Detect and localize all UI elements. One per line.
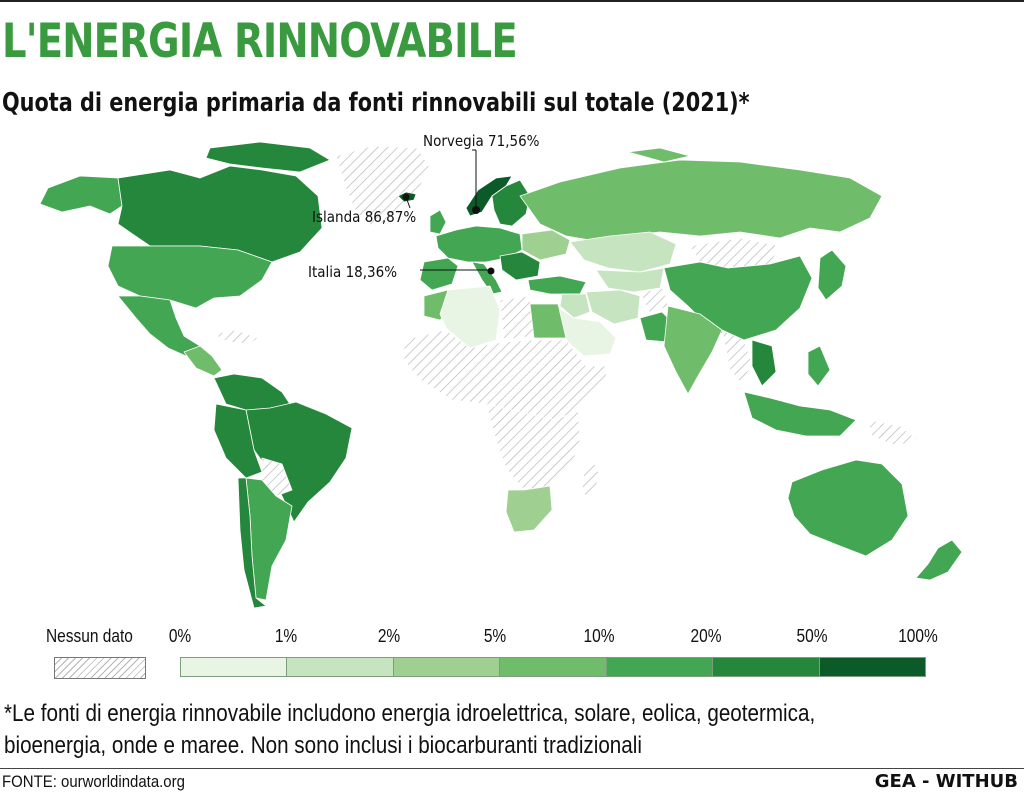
legend-bin — [606, 658, 714, 676]
region-sweden-finland — [491, 179, 531, 227]
region-afghanistan — [639, 287, 669, 315]
region-peru-bolivia — [213, 403, 263, 479]
region-balkans — [499, 251, 541, 281]
footnote-line-2: bioenergia, onde e maree. Non sono inclu… — [4, 732, 642, 759]
region-korea-japan — [817, 249, 847, 301]
region-ukraine — [521, 229, 571, 261]
region-usa — [107, 245, 273, 309]
region-libya — [499, 295, 535, 341]
legend-bin — [713, 658, 820, 676]
callout-iceland: Islanda 86,87% — [312, 193, 416, 226]
region-russia — [519, 159, 883, 241]
callout-italy: Italia 18,36% — [308, 263, 495, 281]
footnote: *Le fonti di energia rinnovabile includo… — [4, 698, 877, 762]
legend-tick: 100% — [898, 626, 938, 646]
region-africa-sahel — [403, 329, 611, 421]
region-algeria — [439, 285, 501, 349]
legend-bin — [500, 658, 607, 676]
region-madagascar — [581, 461, 601, 501]
region-new-zealand — [915, 539, 963, 581]
callout-norway: Norvegia 71,56% — [423, 132, 540, 214]
world-map: Norvegia 71,56% Islanda 86,87% Italia 18… — [39, 132, 963, 609]
bottom-rule — [0, 768, 1024, 769]
legend-bin — [181, 658, 288, 676]
legend-tick: 0% — [168, 626, 192, 646]
legend-bin — [393, 658, 501, 676]
page-subtitle: Quota di energia primaria da fonti rinno… — [2, 88, 750, 118]
legend-tick: 10% — [583, 626, 615, 646]
region-africa-central — [485, 403, 581, 491]
region-central-asia — [595, 267, 665, 293]
legend-bin — [819, 658, 925, 676]
region-canada-islands — [205, 141, 331, 173]
region-egypt — [529, 303, 567, 339]
region-vietnam — [751, 339, 777, 387]
region-colombia-venezuela — [213, 373, 291, 411]
credit-text: GEA - WITHUB — [874, 771, 1018, 792]
legend-ticks: 0% 1% 2% 5% 10% 20% 50% 100% — [169, 626, 938, 648]
callout-iceland-label: Islanda 86,87% — [312, 208, 416, 226]
source-text: FONTE: ourworldindata.org — [2, 772, 185, 791]
region-australia — [787, 459, 909, 557]
region-chile — [237, 477, 267, 609]
legend: Nessun dato 0% 1% 2% 5% 10% 20% 50% 100% — [0, 620, 1024, 680]
region-iraq — [559, 293, 591, 319]
legend-tick: 5% — [483, 626, 507, 646]
region-alaska — [39, 175, 123, 215]
region-indonesia — [743, 391, 857, 437]
region-turkey — [527, 275, 587, 295]
legend-tick: 20% — [690, 626, 722, 646]
legend-tick: 1% — [274, 626, 298, 646]
region-uk — [429, 209, 447, 235]
region-kazakhstan — [569, 231, 677, 273]
region-paraguay — [261, 457, 293, 497]
legend-no-data-label: Nessun dato — [46, 626, 133, 646]
callout-italy-label: Italia 18,36% — [308, 263, 397, 281]
region-russia-north-islands — [627, 147, 691, 163]
callout-norway-label: Norvegia 71,56% — [423, 132, 540, 150]
legend-tick: 2% — [377, 626, 401, 646]
region-caribbean — [211, 329, 259, 345]
legend-bin — [287, 658, 394, 676]
region-philippines — [807, 345, 831, 387]
footnote-line-1: *Le fonti di energia rinnovabile includo… — [4, 700, 816, 727]
region-papua — [867, 419, 919, 447]
region-greenland — [335, 145, 431, 229]
region-south-africa — [505, 485, 553, 533]
region-central-america — [183, 345, 223, 377]
region-iran — [585, 289, 641, 325]
region-india — [663, 305, 723, 395]
page-title: L'ENERGIA RINNOVABILE — [2, 14, 518, 69]
region-myanmar-thailand — [721, 329, 753, 385]
legend-color-scale — [180, 657, 926, 677]
region-canada — [117, 165, 323, 263]
region-iberia — [419, 257, 459, 291]
legend-no-data-swatch — [54, 657, 146, 679]
top-rule — [0, 0, 1024, 2]
legend-tick: 50% — [796, 626, 828, 646]
